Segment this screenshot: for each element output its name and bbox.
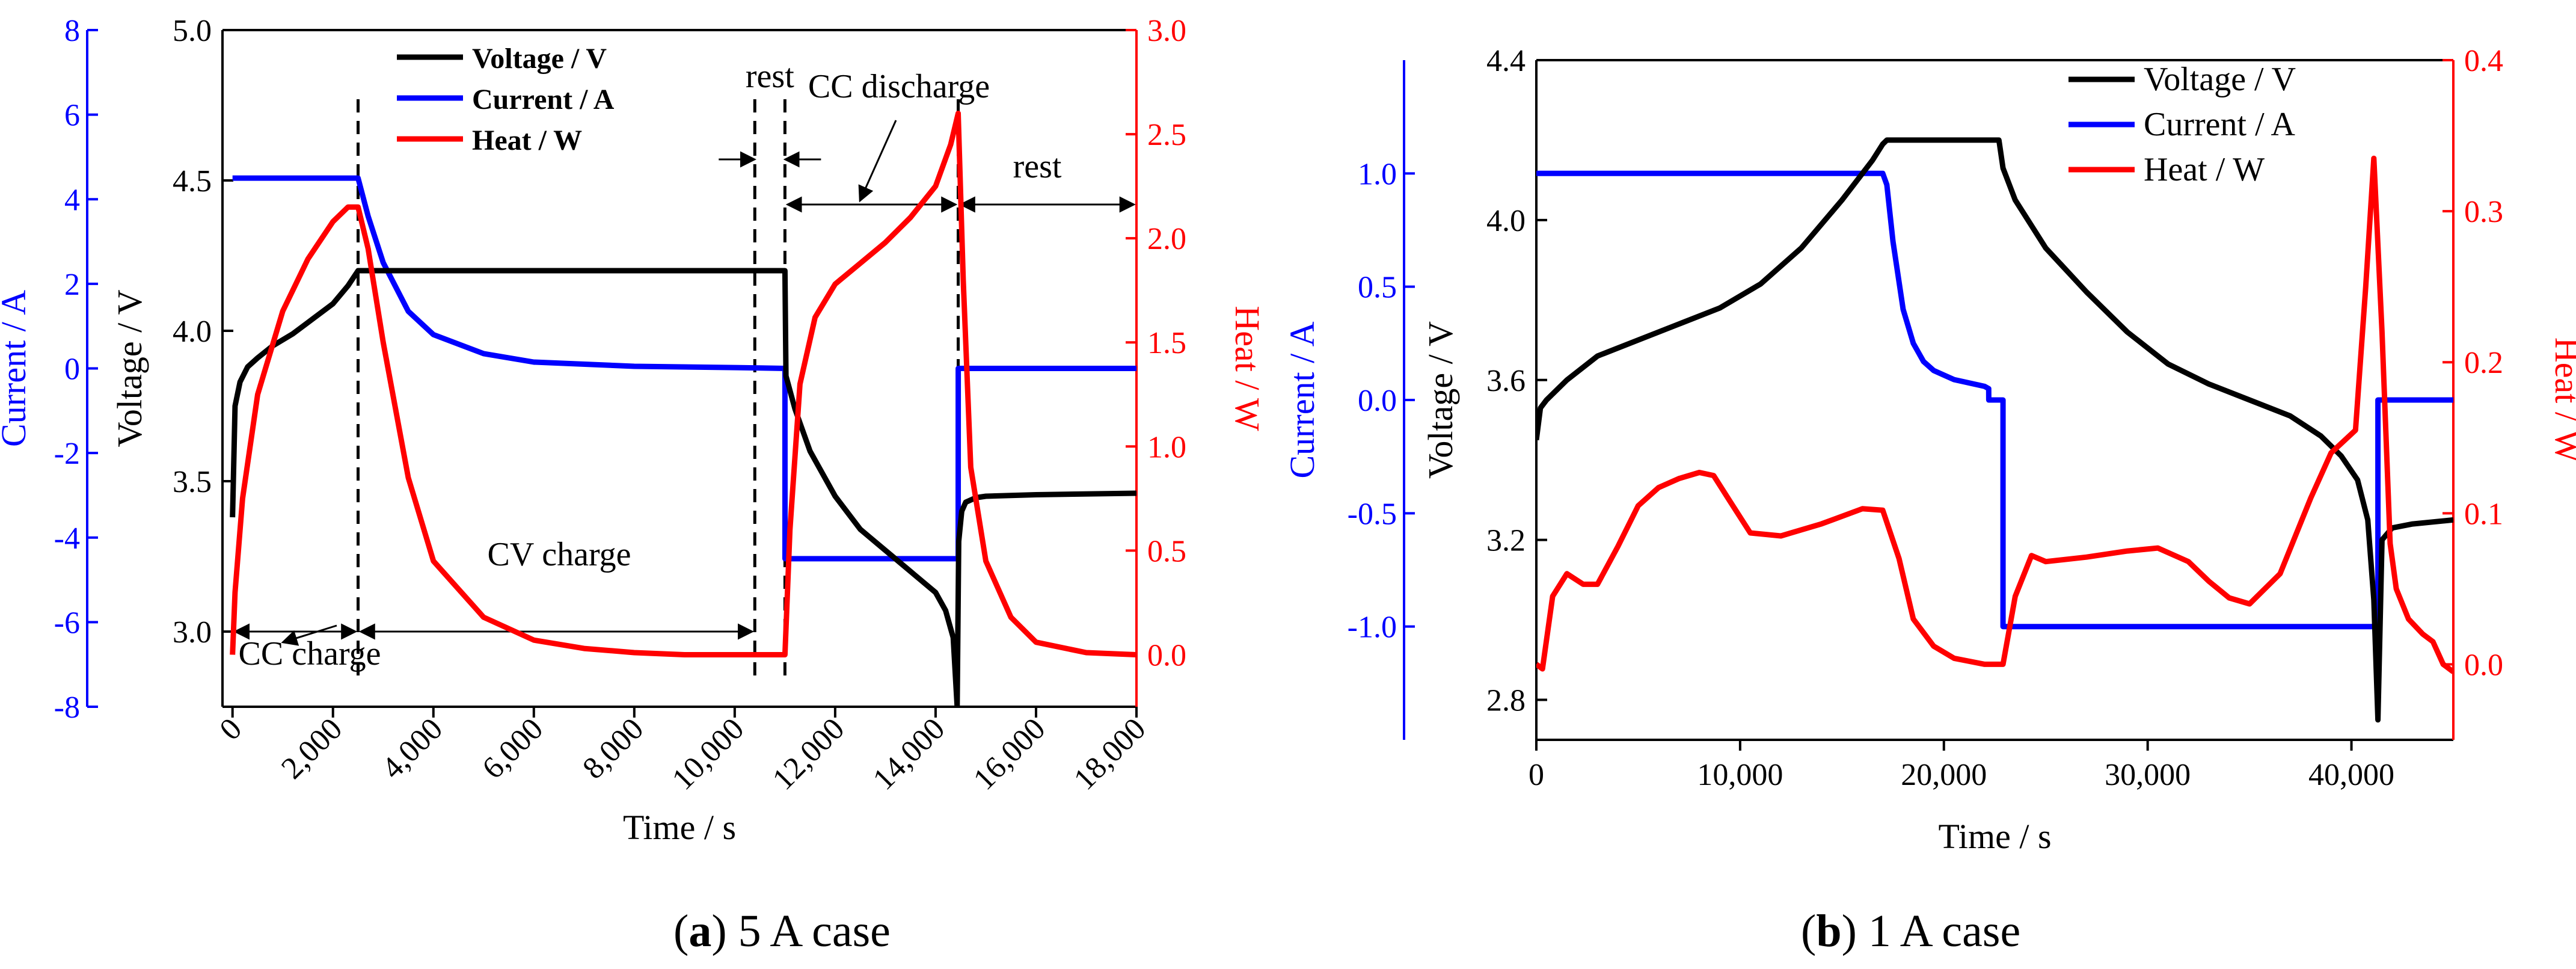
current-tick-label: -6 <box>54 606 80 640</box>
voltage-tick-label: 3.2 <box>1486 524 1526 558</box>
current-tick-label: 8 <box>64 14 80 48</box>
legend-label: Voltage / V <box>472 43 607 75</box>
x-axis-title: Time / s <box>1938 817 2051 856</box>
legend-label: Current / A <box>472 84 615 115</box>
cc-charge-pointer <box>281 624 337 646</box>
current-tick-label: -8 <box>54 691 80 725</box>
current-tick-label: -2 <box>54 437 80 471</box>
heat-tick-label: 0.4 <box>2464 44 2503 78</box>
voltage-tick-label: 3.0 <box>173 615 212 650</box>
current-tick-label: 0 <box>64 352 80 387</box>
current-tick-label: 6 <box>64 99 80 133</box>
heat-tick-label: 2.5 <box>1147 118 1186 152</box>
cc-discharge-pointer <box>858 120 897 203</box>
current-tick-label: 2 <box>64 268 80 302</box>
x-tick-label: 18,000 <box>1067 712 1152 796</box>
heat-tick-label: 1.5 <box>1147 326 1186 360</box>
heat-tick-label: 0.5 <box>1147 534 1186 568</box>
x-tick-label: 4,000 <box>375 712 449 786</box>
heat-tick-label: 2.0 <box>1147 222 1186 256</box>
x-tick-label: 8,000 <box>576 712 650 786</box>
voltage-tick-label: 3.5 <box>173 465 212 499</box>
x-tick-label: 0 <box>1529 758 1544 792</box>
current-tick-label: 4 <box>64 183 80 217</box>
cc-charge-label: CC charge <box>239 635 381 672</box>
current-axis-title: Current / A <box>0 290 33 447</box>
caption-b: (b) 1 A case <box>1801 906 2021 956</box>
rest-label-2: rest <box>1013 148 1062 185</box>
current-axis-title: Current / A <box>1283 321 1322 478</box>
heat-axis-title: Heat / W <box>2548 337 2576 463</box>
voltage-tick-label: 5.0 <box>173 14 212 48</box>
x-tick-label: 10,000 <box>666 712 750 796</box>
x-tick-label: 14,000 <box>866 712 951 796</box>
current-tick-label: 0.0 <box>1358 384 1397 418</box>
current-tick-label: 0.5 <box>1358 271 1397 305</box>
voltage-tick-label: 4.0 <box>1486 204 1526 238</box>
voltage-tick-label: 4.5 <box>173 164 212 198</box>
x-tick-label: 10,000 <box>1697 758 1783 792</box>
current-tick-label: 1.0 <box>1358 157 1397 191</box>
x-tick-label: 20,000 <box>1901 758 1987 792</box>
voltage-series-line <box>1536 137 2453 723</box>
chart-panel-b: 0 10,000 20,000 30,000 40,000 Time / s 2.8 3.2 3… <box>1283 44 2576 856</box>
legend-label: Heat / W <box>472 125 582 156</box>
legend-label: Voltage / V <box>2144 61 2296 98</box>
x-tick-label: 6,000 <box>476 712 550 786</box>
heat-series-line <box>1536 155 2453 674</box>
current-series-line <box>232 175 1136 562</box>
current-tick-label: -1.0 <box>1348 611 1397 645</box>
x-tick-label: 2,000 <box>275 712 349 786</box>
heat-tick-label: 3.0 <box>1147 14 1186 48</box>
heat-tick-label: 0.3 <box>2464 195 2503 229</box>
legend: Voltage / V Current / A Heat / W <box>397 43 615 156</box>
rest-label-1: rest <box>746 58 794 95</box>
legend-label: Heat / W <box>2144 151 2265 188</box>
caption-a: (a) 5 A case <box>673 906 891 956</box>
voltage-tick-label: 4.4 <box>1486 44 1526 78</box>
current-series-line <box>1536 170 2453 630</box>
x-axis-title: Time / s <box>623 808 736 847</box>
heat-tick-label: 0.0 <box>1147 638 1186 672</box>
voltage-tick-label: 2.8 <box>1486 684 1526 718</box>
x-tick-label: 12,000 <box>766 712 851 796</box>
voltage-tick-label: 4.0 <box>173 315 212 349</box>
voltage-axis-title: Voltage / V <box>110 289 149 447</box>
heat-tick-label: 0.0 <box>2464 648 2503 682</box>
heat-tick-label: 0.1 <box>2464 497 2503 531</box>
cv-charge-label: CV charge <box>488 536 631 573</box>
voltage-axis-title: Voltage / V <box>1421 321 1460 479</box>
current-tick-label: -4 <box>54 521 80 556</box>
x-tick-label: 30,000 <box>2105 758 2191 792</box>
heat-tick-label: 1.0 <box>1147 430 1186 464</box>
cc-discharge-label: CC discharge <box>808 68 990 105</box>
x-tick-label: 0 <box>213 712 248 747</box>
legend-label: Current / A <box>2144 106 2296 143</box>
heat-tick-label: 0.2 <box>2464 346 2503 380</box>
legend: Voltage / V Current / A Heat / W <box>2068 61 2296 188</box>
voltage-tick-label: 3.6 <box>1486 364 1526 398</box>
x-tick-label: 40,000 <box>2308 758 2394 792</box>
heat-axis-title: Heat / W <box>1228 306 1267 431</box>
heat-series-line <box>230 111 1136 657</box>
x-tick-label: 16,000 <box>967 712 1052 796</box>
chart-panel-a: 0 2,000 4,000 6,000 8,000 10,000 12,000 14,000 1… <box>0 14 1267 847</box>
current-tick-label: -0.5 <box>1348 497 1397 531</box>
